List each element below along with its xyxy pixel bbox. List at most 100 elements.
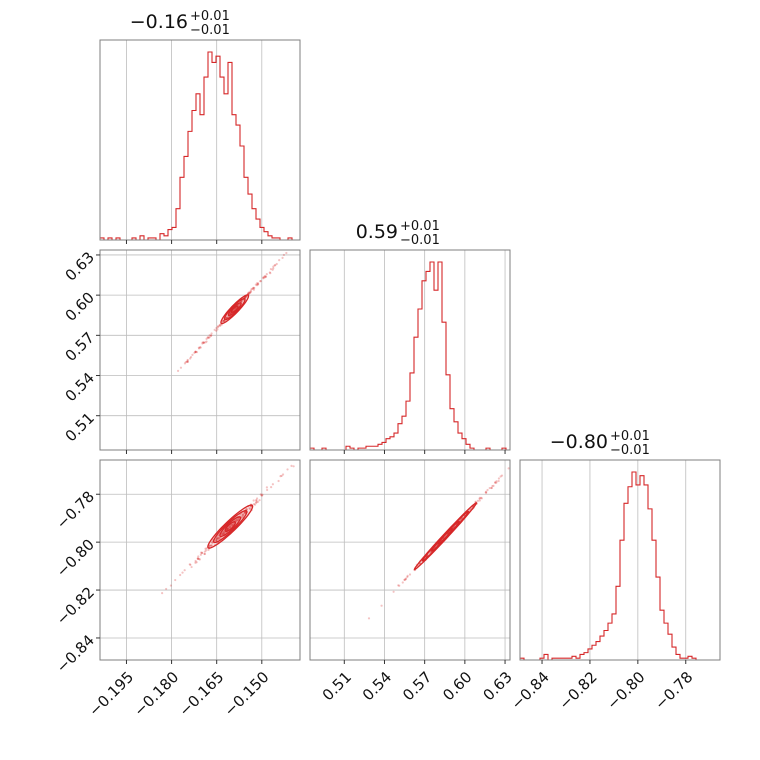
scatter-point	[204, 341, 207, 344]
scatter-point	[215, 537, 219, 540]
scatter-point	[248, 291, 252, 294]
scatter-point	[202, 341, 206, 344]
scatter-point	[252, 286, 255, 290]
scatter-point	[250, 287, 253, 291]
scatter-point	[476, 499, 480, 502]
scatter-point	[279, 475, 282, 478]
scatter-point	[500, 474, 504, 477]
scatter-point	[211, 541, 214, 544]
scatter-point	[486, 488, 489, 492]
scatter-point	[176, 369, 180, 372]
scatter-point	[459, 519, 462, 522]
scatter-point	[204, 547, 207, 550]
scatter-point	[199, 551, 203, 554]
scatter-point	[286, 468, 289, 471]
scatter-point	[225, 316, 228, 319]
scatter-point	[252, 499, 255, 502]
scatter-point	[398, 584, 401, 587]
scatter-point	[485, 491, 488, 494]
scatter-point	[261, 493, 264, 496]
scatter-point	[255, 501, 258, 504]
y-tick-label: −0.78	[53, 488, 98, 533]
scatter-point	[207, 336, 210, 339]
scatter-point	[256, 283, 259, 286]
scatter-point	[255, 282, 258, 285]
scatter-point	[194, 350, 197, 353]
scatter-point	[195, 561, 198, 564]
param-title-plus: +0.01	[190, 9, 230, 24]
scatter-point	[401, 581, 404, 584]
scatter-point	[206, 336, 209, 339]
scatter-point	[285, 251, 288, 255]
scatter-point	[203, 550, 206, 553]
scatter-point	[252, 286, 255, 289]
x-tick-label: −0.195	[85, 668, 137, 720]
scatter-point	[222, 530, 225, 534]
scatter-point	[198, 558, 201, 561]
scatter-point	[230, 523, 234, 527]
scatter-point	[203, 552, 206, 556]
histogram-step-1	[310, 261, 510, 451]
scatter-point	[254, 501, 258, 504]
scatter-point	[186, 358, 189, 362]
scatter-point	[380, 604, 383, 607]
scatter-point	[223, 532, 226, 535]
scatter-point	[274, 263, 277, 267]
param-title-plus: +0.01	[610, 429, 650, 444]
scatter-point	[207, 548, 210, 552]
contour-group-2-1	[367, 467, 510, 620]
scatter-point	[210, 334, 213, 337]
scatter-point	[249, 290, 253, 293]
scatter-point	[221, 531, 225, 534]
contour-level	[437, 528, 453, 545]
y-tick-label: 0.60	[62, 288, 98, 324]
scatter-point	[209, 544, 212, 547]
scatter-point	[277, 479, 280, 483]
y-tick-label: 0.54	[62, 369, 98, 405]
scatter-point	[194, 350, 197, 354]
scatter-point	[367, 617, 371, 620]
param-title-value: −0.16	[130, 11, 188, 33]
scatter-point	[228, 526, 232, 529]
scatter-point	[189, 563, 192, 567]
scatter-point	[227, 527, 230, 530]
scatter-point	[216, 328, 219, 331]
scatter-point	[263, 275, 266, 278]
x-tick-label: −0.84	[508, 668, 553, 713]
scatter-point	[202, 341, 205, 344]
scatter-point	[169, 584, 172, 587]
scatter-point	[271, 483, 274, 486]
scatter-point	[245, 508, 248, 511]
scatter-point	[205, 549, 208, 552]
scatter-point	[248, 291, 251, 294]
scatter-point	[494, 481, 497, 484]
scatter-point	[490, 486, 493, 490]
scatter-point	[216, 536, 219, 539]
scatter-point	[281, 256, 284, 260]
contour-group-2-0	[161, 464, 295, 595]
scatter-point	[196, 557, 200, 560]
scatter-point	[206, 336, 210, 339]
scatter-point	[186, 359, 189, 362]
y-tick-label: 0.57	[62, 329, 98, 365]
panel-frame	[309, 459, 511, 661]
scatter-point	[244, 296, 247, 299]
y-tick-label: −0.80	[53, 535, 98, 580]
scatter-point	[266, 488, 269, 492]
scatter-point	[264, 275, 268, 278]
scatter-point	[194, 561, 197, 564]
scatter-point	[226, 527, 229, 531]
scatter-point	[193, 351, 196, 354]
scatter-point	[183, 569, 186, 572]
scatter-point	[256, 283, 260, 286]
scatter-point	[217, 537, 220, 540]
scatter-point	[268, 271, 271, 274]
scatter-point	[199, 346, 202, 349]
contour-level	[212, 510, 248, 544]
scatter-point	[249, 507, 252, 510]
scatter-point	[243, 511, 246, 515]
scatter-point	[235, 519, 238, 522]
scatter-point	[255, 499, 258, 503]
panel-frame	[309, 249, 511, 451]
scatter-point	[201, 342, 204, 345]
